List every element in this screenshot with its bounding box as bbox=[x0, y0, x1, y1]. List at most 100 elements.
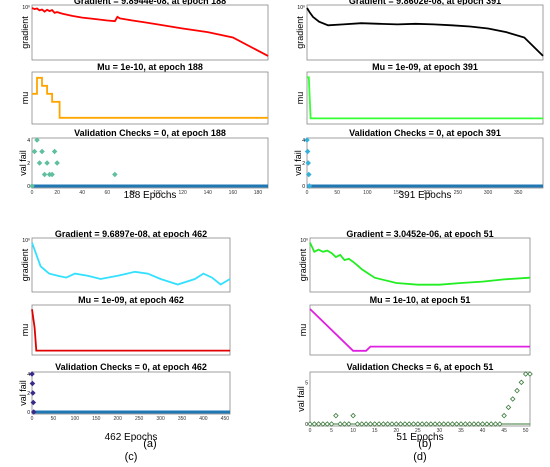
val-ytick-label: 0 bbox=[305, 422, 308, 428]
val-xtick-label: 200 bbox=[424, 190, 433, 196]
val-marker bbox=[380, 421, 387, 427]
gradient-axes bbox=[309, 237, 531, 293]
val-xtick-label: 50 bbox=[523, 428, 529, 434]
val-marker bbox=[497, 421, 503, 427]
val-marker bbox=[440, 421, 447, 427]
val-marker bbox=[29, 380, 36, 387]
mu-series-line bbox=[309, 308, 530, 352]
val-marker bbox=[371, 421, 378, 427]
val-ytick-label: 2 bbox=[302, 161, 305, 167]
val-marker bbox=[522, 371, 529, 377]
val-axes bbox=[31, 137, 269, 189]
mu-series-line bbox=[307, 76, 543, 120]
gradient-axes bbox=[31, 237, 231, 293]
val-marker bbox=[410, 421, 417, 427]
val-marker bbox=[466, 421, 473, 427]
val-marker bbox=[358, 421, 365, 427]
gradient-series-line bbox=[306, 7, 544, 57]
val-marker bbox=[488, 421, 494, 427]
val-xtick-label: 0 bbox=[31, 190, 34, 196]
val-ytick-label: 4 bbox=[27, 138, 30, 144]
val-marker bbox=[415, 421, 421, 427]
val-marker bbox=[458, 421, 464, 427]
mu-ylabel: mu bbox=[20, 92, 30, 105]
val-xtick-label: 50 bbox=[334, 190, 340, 196]
val-marker bbox=[304, 148, 311, 155]
gradient-ylabel: gradient bbox=[20, 16, 30, 49]
val-xtick-label: 20 bbox=[54, 190, 60, 196]
val-xtick-label: 300 bbox=[484, 190, 493, 196]
val-marker bbox=[41, 171, 48, 178]
gradient-tick-label: 10⁰ bbox=[297, 5, 305, 11]
mu-title: Mu = 1e-10, at epoch 51 bbox=[370, 295, 471, 305]
mu-title: Mu = 1e-09, at epoch 391 bbox=[372, 62, 478, 72]
val-marker bbox=[324, 421, 331, 427]
gradient-title: Gradient = 9.6897e-08, at epoch 462 bbox=[55, 229, 207, 239]
val-marker bbox=[384, 421, 391, 427]
val-xtick-label: 400 bbox=[199, 416, 208, 422]
val-xtick-label: 35 bbox=[458, 428, 464, 434]
val-ytick-label: 0 bbox=[27, 410, 30, 416]
gradient-series-line bbox=[309, 242, 531, 286]
val-marker bbox=[34, 137, 40, 143]
gradient-tick-label: 10⁰ bbox=[22, 238, 30, 244]
val-marker bbox=[406, 421, 412, 427]
gradient-title: Gradient = 3.0452e-06, at epoch 51 bbox=[346, 229, 493, 239]
val-marker bbox=[315, 421, 322, 427]
val-ylabel: val fail bbox=[296, 386, 306, 412]
mu-axes bbox=[31, 71, 269, 125]
val-xtick-label: 450 bbox=[221, 416, 230, 422]
val-marker bbox=[436, 421, 443, 427]
val-marker bbox=[51, 148, 58, 155]
val-marker bbox=[30, 390, 36, 396]
val-marker bbox=[462, 421, 469, 427]
val-marker bbox=[397, 421, 404, 427]
val-xtick-label: 45 bbox=[501, 428, 507, 434]
val-marker bbox=[376, 421, 382, 427]
val-title: Validation Checks = 0, at epoch 391 bbox=[349, 128, 501, 138]
mu-axes bbox=[306, 71, 544, 125]
val-marker bbox=[428, 421, 434, 427]
val-ytick-label: 4 bbox=[27, 372, 30, 378]
val-ytick-label: 5 bbox=[305, 380, 308, 386]
val-axes bbox=[309, 371, 531, 427]
val-marker bbox=[39, 148, 45, 155]
val-marker bbox=[393, 421, 400, 427]
gradient-ylabel: gradient bbox=[298, 248, 308, 281]
val-ytick-label: 0 bbox=[302, 184, 305, 190]
gradient-title: Gradient = 9.8602e-08, at epoch 391 bbox=[349, 0, 501, 6]
gradient-axes bbox=[31, 4, 269, 61]
val-xtick-label: 40 bbox=[79, 190, 85, 196]
val-title: Validation Checks = 0, at epoch 188 bbox=[74, 128, 226, 138]
mu-ylabel: mu bbox=[298, 324, 308, 337]
panel-tag: (c) bbox=[125, 451, 138, 463]
panel-tag: (d) bbox=[413, 451, 426, 463]
val-marker bbox=[484, 421, 490, 427]
val-xtick-label: 350 bbox=[178, 416, 187, 422]
val-xtick-label: 60 bbox=[105, 190, 111, 196]
val-ylabel: val fail bbox=[293, 150, 303, 176]
gradient-ylabel: gradient bbox=[295, 16, 305, 49]
val-xtick-label: 0 bbox=[306, 190, 309, 196]
val-marker bbox=[49, 171, 55, 178]
val-marker bbox=[333, 412, 339, 419]
val-xtick-label: 80 bbox=[130, 190, 136, 196]
val-title: Validation Checks = 6, at epoch 51 bbox=[347, 362, 494, 372]
val-xtick-label: 5 bbox=[330, 428, 333, 434]
gradient-tick-label: 10⁰ bbox=[22, 5, 30, 11]
gradient-title: Gradient = 9.8944e-08, at epoch 188 bbox=[74, 0, 226, 6]
panel-tag: (a) bbox=[143, 438, 156, 450]
x-axis-label: 188 Epochs bbox=[124, 190, 177, 201]
val-marker bbox=[445, 421, 451, 427]
mu-title: Mu = 1e-09, at epoch 462 bbox=[78, 295, 184, 305]
val-marker bbox=[479, 421, 486, 427]
val-xtick-label: 0 bbox=[31, 416, 34, 422]
val-marker bbox=[354, 421, 361, 427]
x-axis-label: 391 Epochs bbox=[399, 190, 452, 201]
val-marker bbox=[305, 160, 311, 166]
val-axes bbox=[306, 137, 544, 189]
val-xtick-label: 200 bbox=[114, 416, 123, 422]
val-marker bbox=[453, 421, 460, 427]
val-marker bbox=[514, 387, 520, 394]
